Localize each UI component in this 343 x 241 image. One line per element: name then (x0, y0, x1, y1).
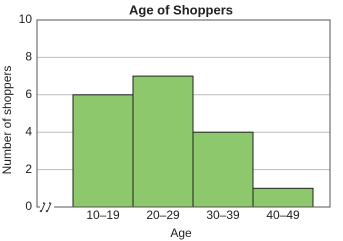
bar (252, 187, 314, 208)
axis-break-gap (40, 204, 54, 210)
y-axis-label: Number of shoppers (0, 66, 14, 175)
axis-break-mark (40, 202, 52, 213)
bar (192, 131, 254, 208)
x-tick-label: 20–29 (146, 208, 180, 222)
chart-title: Age of Shoppers (129, 2, 233, 17)
y-tick-label: 6 (25, 87, 32, 101)
x-tick-label: 10–19 (86, 208, 120, 222)
x-tick-label: 40–49 (266, 208, 300, 222)
bar (132, 75, 194, 208)
y-tick-label: 10 (19, 12, 33, 26)
plot-frame (36, 19, 331, 208)
y-tick-label: 2 (25, 162, 32, 176)
bar (72, 94, 134, 208)
x-axis-label: Age (170, 226, 192, 240)
bars (72, 75, 314, 208)
x-tick-label: 30–39 (206, 208, 240, 222)
y-tick-label: 0 (25, 199, 32, 213)
y-tick-label: 8 (25, 50, 32, 64)
y-tick-label: 4 (25, 124, 32, 138)
